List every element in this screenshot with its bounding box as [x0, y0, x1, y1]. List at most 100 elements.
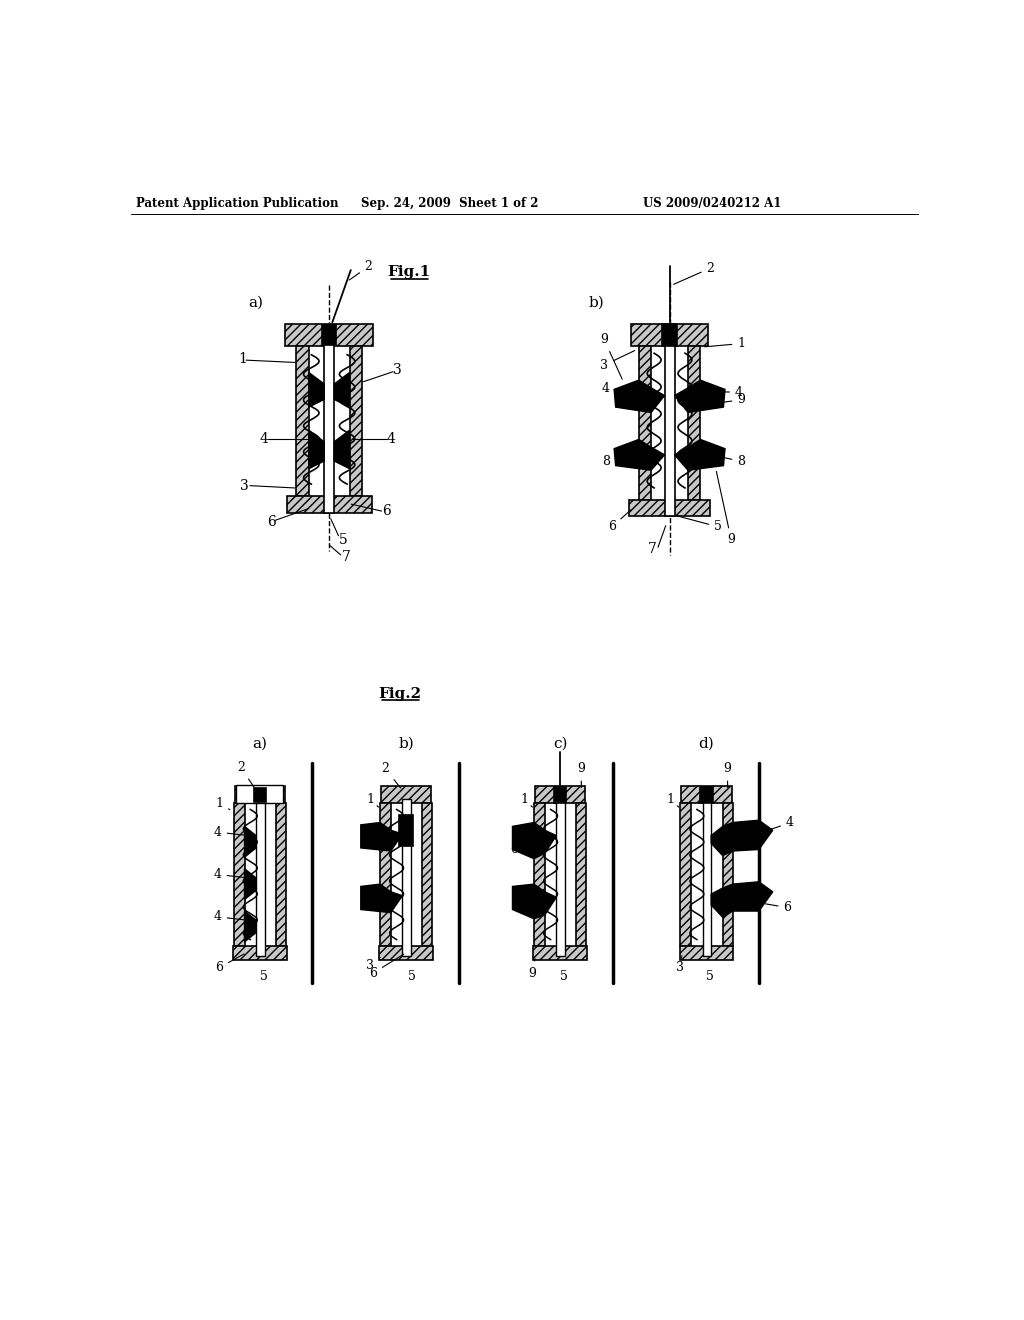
Bar [323, 325, 336, 345]
Text: c): c) [553, 737, 567, 751]
Text: 8: 8 [512, 902, 520, 913]
Text: 1: 1 [520, 793, 532, 807]
Text: 7: 7 [342, 550, 350, 564]
Bar [682, 787, 731, 804]
Text: 4: 4 [364, 833, 381, 846]
Text: 3: 3 [600, 351, 635, 372]
Bar [233, 945, 287, 960]
Text: Fig.1: Fig.1 [388, 265, 431, 280]
Text: 2: 2 [674, 261, 715, 284]
Text: b): b) [398, 737, 414, 751]
Bar [297, 346, 309, 496]
Text: 4: 4 [771, 816, 794, 829]
Bar [631, 323, 708, 346]
Polygon shape [309, 430, 325, 469]
Bar [233, 804, 245, 945]
Text: 2: 2 [349, 260, 373, 280]
Text: d): d) [698, 737, 715, 751]
Bar [639, 346, 651, 499]
Polygon shape [360, 884, 402, 912]
Bar [702, 800, 711, 956]
Text: 6: 6 [267, 515, 275, 529]
Text: 1: 1 [705, 337, 745, 350]
Bar [680, 804, 691, 945]
Text: 1: 1 [667, 793, 679, 807]
Text: 3: 3 [367, 957, 380, 972]
Text: 4: 4 [694, 385, 743, 399]
Bar [237, 785, 284, 804]
Text: 6: 6 [383, 504, 391, 517]
Bar [254, 788, 266, 801]
Text: 6: 6 [520, 892, 544, 904]
Text: 4: 4 [259, 433, 268, 446]
Bar [349, 346, 361, 496]
Bar [534, 945, 587, 960]
Polygon shape [512, 884, 556, 919]
Polygon shape [334, 372, 349, 407]
Text: 3: 3 [392, 363, 401, 378]
Text: Fig.2: Fig.2 [379, 686, 422, 701]
Text: 9: 9 [724, 763, 731, 788]
Text: 9: 9 [717, 471, 735, 546]
Bar [379, 945, 433, 960]
Text: 4: 4 [515, 832, 544, 845]
Text: 6: 6 [370, 954, 403, 979]
Bar [234, 787, 285, 804]
Text: 5: 5 [707, 970, 715, 983]
Bar [662, 323, 677, 346]
Polygon shape [245, 826, 256, 857]
Bar [256, 800, 264, 956]
Text: 4: 4 [214, 825, 246, 838]
Text: 9: 9 [600, 333, 623, 379]
Text: a): a) [253, 737, 267, 751]
Text: 1: 1 [367, 793, 379, 807]
Polygon shape [334, 430, 349, 469]
Bar [285, 323, 374, 346]
Text: 5: 5 [560, 970, 568, 983]
Text: 6: 6 [608, 510, 631, 533]
Bar [556, 800, 565, 956]
Text: 6: 6 [766, 902, 792, 913]
Text: 8: 8 [725, 455, 745, 467]
Polygon shape [360, 822, 402, 851]
Text: 6: 6 [215, 954, 244, 974]
Text: 3: 3 [241, 479, 249, 492]
Text: Sep. 24, 2009  Sheet 1 of 2: Sep. 24, 2009 Sheet 1 of 2 [361, 197, 539, 210]
Text: 9: 9 [719, 393, 745, 407]
Text: 5: 5 [676, 516, 722, 533]
Polygon shape [711, 820, 773, 855]
Bar [380, 804, 391, 945]
Text: 7: 7 [648, 541, 657, 556]
Bar [535, 804, 545, 945]
Text: 9: 9 [528, 958, 536, 979]
Text: 5: 5 [339, 532, 347, 546]
Text: 2: 2 [237, 760, 255, 788]
Bar [402, 800, 411, 956]
Text: 1: 1 [239, 351, 248, 366]
Polygon shape [245, 869, 256, 899]
Polygon shape [614, 380, 665, 412]
Bar [700, 787, 713, 803]
Text: 4: 4 [602, 381, 645, 395]
Text: 6: 6 [510, 838, 518, 857]
Text: 8: 8 [602, 455, 617, 467]
Bar [287, 496, 372, 512]
Bar [381, 787, 431, 804]
Bar [688, 346, 700, 499]
Text: 4: 4 [214, 911, 246, 923]
Text: 1: 1 [215, 797, 229, 810]
Bar [422, 804, 432, 945]
Text: 3: 3 [676, 956, 684, 974]
Bar [536, 787, 586, 804]
Polygon shape [245, 911, 256, 942]
Bar [276, 804, 286, 945]
Polygon shape [512, 822, 556, 859]
Text: US 2009/0240212 A1: US 2009/0240212 A1 [643, 197, 781, 210]
Text: 4: 4 [386, 433, 395, 446]
Bar [325, 326, 334, 512]
Polygon shape [309, 372, 325, 407]
Text: b): b) [589, 296, 604, 309]
Bar [577, 804, 587, 945]
Polygon shape [675, 440, 725, 470]
Text: 9: 9 [578, 763, 585, 788]
